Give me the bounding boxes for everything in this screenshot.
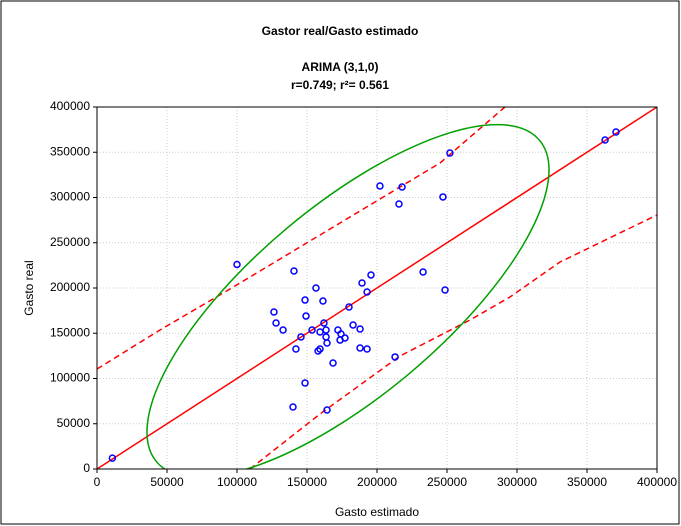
point <box>345 303 353 311</box>
point <box>292 345 300 353</box>
point <box>314 347 322 355</box>
point <box>308 326 316 334</box>
point <box>356 344 364 352</box>
x-tick-label: 100000 <box>217 475 257 489</box>
point <box>272 319 280 327</box>
overlays <box>97 107 657 469</box>
point <box>233 260 241 269</box>
point <box>363 288 371 296</box>
point <box>419 268 427 276</box>
point <box>395 200 403 208</box>
x-axis-label: Gasto estimado <box>335 505 419 519</box>
x-tick-label: 400000 <box>637 475 677 489</box>
point <box>612 128 620 136</box>
point <box>329 359 337 367</box>
point <box>363 345 371 353</box>
point <box>312 284 320 292</box>
point <box>323 339 331 347</box>
point <box>301 379 309 387</box>
confidence-band-upper <box>97 107 506 370</box>
y-tick-label: 50000 <box>57 416 91 430</box>
point <box>320 319 328 327</box>
point <box>301 296 309 304</box>
point <box>376 182 384 190</box>
point <box>446 149 454 157</box>
chart-title: Gastor real/Gasto estimado <box>262 24 419 38</box>
point <box>319 297 327 305</box>
point <box>356 325 364 333</box>
point <box>441 286 449 294</box>
x-tick-label: 200000 <box>357 475 397 489</box>
point <box>279 326 287 334</box>
point <box>323 406 331 414</box>
point <box>349 321 357 329</box>
point <box>316 345 324 353</box>
y-tick-label: 400000 <box>50 99 90 113</box>
x-tick-label: 0 <box>94 475 101 489</box>
point <box>439 193 447 201</box>
point <box>358 279 366 287</box>
x-tick-label: 50000 <box>150 475 184 489</box>
x-tick-label: 350000 <box>567 475 607 489</box>
confidence-ellipse <box>146 123 550 469</box>
chart-subtitle: ARIMA (3,1,0) <box>302 60 379 74</box>
chart-stats: r=0.749; r²= 0.561 <box>291 78 389 92</box>
y-tick-label: 250000 <box>50 235 90 249</box>
point <box>367 271 375 279</box>
point <box>270 308 278 316</box>
point <box>341 334 349 342</box>
point <box>297 333 305 341</box>
y-axis-label: Gasto real <box>22 260 36 315</box>
point <box>322 326 330 334</box>
y-tick-label: 0 <box>83 461 90 475</box>
point <box>302 312 310 320</box>
y-tick-label: 150000 <box>50 325 90 339</box>
point <box>398 183 406 191</box>
y-tick-label: 300000 <box>50 190 90 204</box>
regression-line <box>97 107 657 469</box>
point <box>108 454 117 462</box>
x-tick-label: 300000 <box>497 475 537 489</box>
point <box>601 136 609 144</box>
point <box>290 267 298 275</box>
point <box>289 403 297 411</box>
x-tick-label: 150000 <box>287 475 327 489</box>
y-tick-label: 200000 <box>50 280 90 294</box>
point <box>391 353 399 361</box>
confidence-band-lower <box>249 214 657 469</box>
y-tick-label: 350000 <box>50 144 90 158</box>
y-tick-label: 100000 <box>50 371 90 385</box>
x-tick-label: 250000 <box>427 475 467 489</box>
